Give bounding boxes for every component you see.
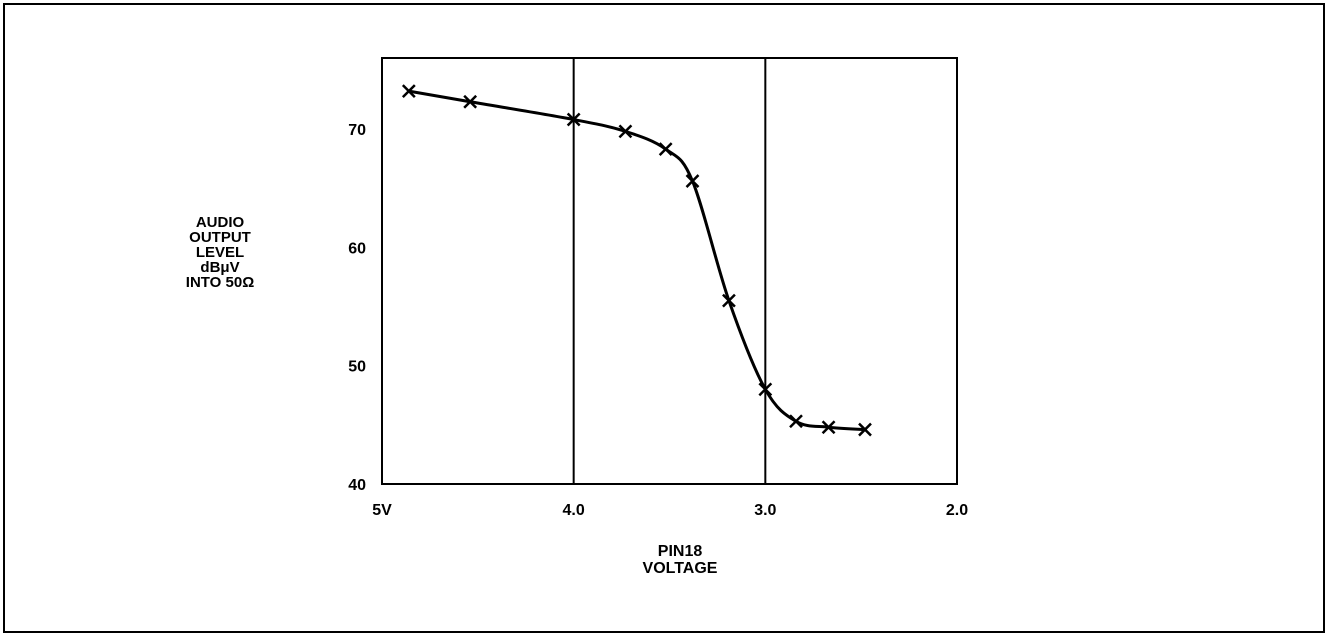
y-tick-label: 50 bbox=[348, 359, 366, 376]
data-point-marker bbox=[401, 84, 416, 99]
x-tick-label: 3.0 bbox=[754, 502, 776, 519]
x-tick-label: 2.0 bbox=[946, 502, 968, 519]
y-tick-label: 60 bbox=[348, 240, 366, 257]
y-tick-label: 70 bbox=[348, 122, 366, 139]
plot-area bbox=[381, 57, 958, 485]
data-point-marker bbox=[658, 142, 673, 157]
x-tick-label: 4.0 bbox=[563, 502, 585, 519]
y-axis-label-line: INTO 50Ω bbox=[185, 274, 255, 291]
data-point-marker bbox=[758, 382, 773, 397]
data-markers bbox=[401, 84, 872, 437]
data-point-marker bbox=[789, 414, 803, 429]
y-axis-label: AUDIO OUTPUT LEVEL dBμV INTO 50Ω bbox=[150, 215, 290, 290]
y-tick-label: 40 bbox=[348, 477, 366, 494]
data-point-marker bbox=[685, 174, 700, 188]
y-axis-label-line: LEVEL bbox=[195, 244, 245, 261]
x-axis-label: PIN18 VOLTAGE bbox=[590, 543, 770, 577]
y-axis-label-line: OUTPUT bbox=[189, 229, 251, 246]
data-point-marker bbox=[618, 124, 633, 139]
data-point-marker bbox=[566, 112, 581, 127]
y-axis-label-line: dBμV bbox=[200, 259, 240, 276]
x-axis-label-line: VOLTAGE bbox=[642, 560, 718, 577]
y-tick-labels: 40 50 60 70 bbox=[348, 122, 366, 494]
data-curve bbox=[408, 89, 866, 432]
data-point-marker bbox=[722, 293, 736, 308]
series-line bbox=[408, 89, 866, 432]
data-point-marker bbox=[821, 420, 836, 435]
data-point-marker bbox=[463, 94, 478, 109]
x-tick-labels: 5V 4.0 3.0 2.0 bbox=[372, 502, 968, 519]
x-axis-label-line: PIN18 bbox=[657, 543, 703, 560]
data-point-marker bbox=[858, 422, 872, 437]
y-axis-label-line: AUDIO bbox=[195, 214, 245, 231]
x-tick-label: 5V bbox=[372, 502, 392, 519]
vertical-gridlines bbox=[572, 58, 767, 484]
